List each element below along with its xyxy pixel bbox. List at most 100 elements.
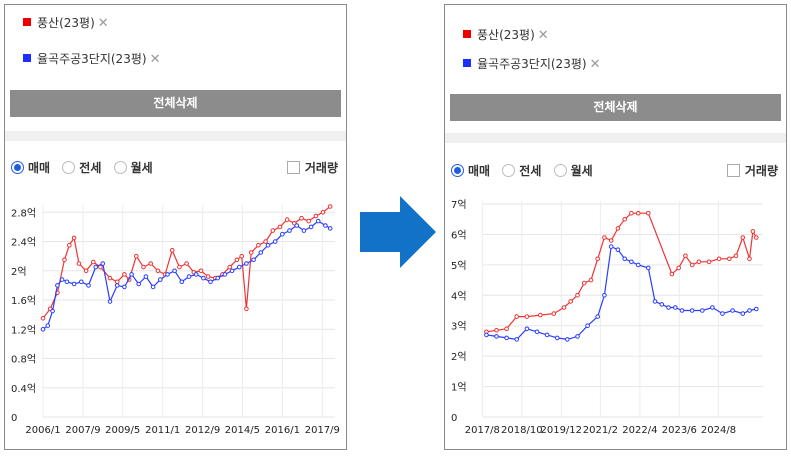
- data-point: [263, 239, 268, 244]
- x-tick-label: 2024/8: [701, 425, 736, 436]
- delete-all-button[interactable]: 전체삭제: [10, 90, 341, 117]
- data-point: [169, 248, 175, 253]
- data-point: [76, 261, 82, 266]
- selected-apartment-tags: 풍산(23평) ✕ 율곡주공3단지(23평) ✕: [5, 5, 346, 81]
- y-tick-label: 0: [451, 413, 457, 424]
- radio-sale-label: 매매: [468, 164, 491, 178]
- data-point: [727, 256, 732, 262]
- data-point: [227, 264, 232, 270]
- data-point: [165, 272, 170, 277]
- checkbox-icon: [726, 164, 740, 177]
- data-point: [622, 256, 627, 262]
- radio-monthly-rent[interactable]: 월세: [553, 162, 593, 179]
- apartment-tag-label: 율곡주공3단지(23평): [37, 52, 147, 66]
- data-point: [602, 293, 607, 298]
- data-point: [62, 257, 67, 263]
- data-point: [148, 261, 153, 266]
- data-point: [733, 253, 739, 259]
- data-point: [588, 277, 594, 283]
- data-point: [244, 261, 249, 266]
- data-point: [669, 271, 675, 277]
- data-point: [602, 235, 607, 240]
- price-chart: 0 0.4억 0.8억 1.2억 1.6억 2억 2.4억 2.8억 2006/1 2007/9 2…: [11, 204, 340, 436]
- data-point: [629, 210, 634, 216]
- apartment-tag-label: 풍산(23평): [477, 28, 535, 42]
- data-point: [706, 259, 712, 265]
- radio-sale[interactable]: 매매: [11, 159, 50, 176]
- data-point: [299, 215, 304, 221]
- volume-toggle[interactable]: 거래량: [726, 162, 778, 182]
- data-point: [40, 327, 46, 332]
- data-point: [179, 279, 185, 285]
- close-icon[interactable]: ✕: [149, 52, 161, 67]
- data-point: [514, 337, 519, 342]
- data-point: [327, 226, 333, 231]
- data-point: [79, 279, 84, 285]
- apartment-tag: 풍산(23평) ✕: [463, 26, 549, 44]
- apartment-tag: 풍산(23평) ✕: [23, 14, 109, 32]
- radio-selected-icon: [451, 164, 464, 177]
- radio-monthly-rent-label: 월세: [130, 161, 153, 175]
- volume-toggle-label: 거래량: [304, 161, 338, 175]
- series-line: [486, 212, 757, 333]
- data-point: [93, 264, 98, 270]
- data-point: [689, 262, 695, 268]
- data-point: [136, 281, 141, 287]
- data-point: [40, 316, 46, 321]
- data-point: [306, 218, 312, 224]
- data-point: [141, 264, 146, 270]
- radio-unselected-icon: [113, 161, 127, 174]
- data-point: [679, 308, 685, 313]
- data-point: [494, 328, 499, 333]
- deal-type-radio-group: 매매 전세 월세: [451, 162, 601, 182]
- close-icon[interactable]: ✕: [97, 16, 109, 31]
- close-icon[interactable]: ✕: [537, 28, 549, 43]
- data-point: [71, 281, 77, 287]
- radio-jeonse[interactable]: 전세: [502, 162, 541, 179]
- volume-toggle[interactable]: 거래량: [286, 159, 338, 179]
- y-tick-label: 0.4억: [11, 383, 36, 395]
- data-point: [308, 224, 314, 230]
- radio-jeonse-label: 전세: [79, 161, 102, 175]
- data-point: [534, 329, 540, 335]
- data-point: [244, 306, 249, 312]
- y-tick-label: 2억: [11, 266, 27, 278]
- data-point: [270, 228, 276, 233]
- data-point: [177, 264, 182, 270]
- y-tick-label: 1.6억: [11, 295, 36, 307]
- radio-unselected-icon: [502, 164, 516, 177]
- data-point: [301, 228, 307, 233]
- data-point: [100, 261, 106, 266]
- close-icon[interactable]: ✕: [589, 57, 601, 72]
- data-point: [64, 279, 70, 285]
- delete-all-button[interactable]: 전체삭제: [450, 94, 781, 121]
- data-point: [143, 274, 149, 279]
- data-point: [608, 244, 614, 249]
- x-tick-label: 2012/9: [185, 425, 220, 436]
- radio-sale[interactable]: 매매: [451, 162, 490, 179]
- data-point: [629, 259, 634, 265]
- y-tick-label: 2.8억: [11, 207, 36, 219]
- data-point: [237, 264, 242, 270]
- data-point: [122, 284, 127, 290]
- data-point: [208, 279, 213, 285]
- data-point: [67, 242, 72, 248]
- radio-monthly-rent[interactable]: 월세: [113, 159, 153, 176]
- data-point: [504, 326, 509, 332]
- data-point: [315, 218, 321, 224]
- y-tick-label: 3억: [451, 321, 467, 333]
- y-tick-label: 4억: [451, 290, 467, 302]
- data-point: [673, 305, 678, 310]
- data-point: [284, 217, 290, 222]
- data-point: [595, 314, 600, 319]
- y-tick-label: 6억: [451, 229, 467, 241]
- y-tick-label: 0.8억: [11, 354, 36, 366]
- data-point: [107, 275, 113, 281]
- x-tick-label: 2014/5: [225, 425, 260, 436]
- data-point: [575, 293, 580, 298]
- data-point: [150, 284, 156, 290]
- radio-jeonse[interactable]: 전세: [62, 159, 101, 176]
- apartment-tag: 율곡주공3단지(23평) ✕: [463, 55, 600, 73]
- arrow-right-icon: [360, 196, 436, 268]
- x-tick-label: 2007/9: [65, 425, 100, 436]
